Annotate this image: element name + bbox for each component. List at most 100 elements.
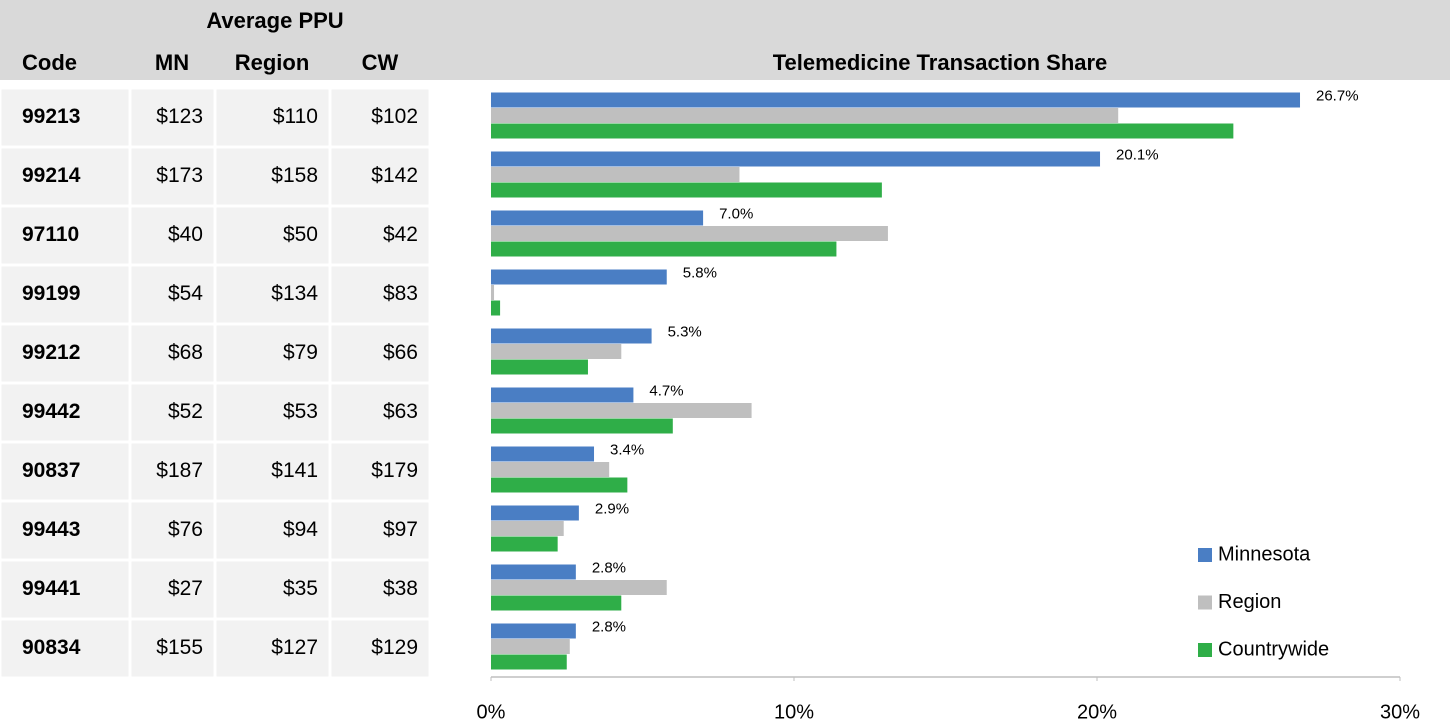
table-cell bbox=[331, 384, 429, 441]
bar bbox=[491, 108, 1119, 123]
bar bbox=[491, 359, 588, 375]
table-cell bbox=[131, 443, 214, 500]
ppu-cell: $66 bbox=[383, 341, 418, 364]
bar bbox=[491, 285, 495, 300]
data-label: 4.7% bbox=[649, 382, 683, 399]
bar bbox=[491, 92, 1301, 108]
data-label: 5.3% bbox=[668, 323, 702, 340]
code-cell: 90834 bbox=[22, 636, 81, 659]
ppu-cell: $97 bbox=[383, 518, 418, 541]
table-cell bbox=[331, 620, 429, 677]
table-cell bbox=[131, 325, 214, 382]
bar bbox=[491, 580, 667, 595]
legend-label: Minnesota bbox=[1218, 543, 1311, 565]
table-cell bbox=[331, 148, 429, 205]
table-cell bbox=[216, 89, 329, 146]
table-cell bbox=[216, 325, 329, 382]
data-label: 7.0% bbox=[719, 205, 753, 222]
bar bbox=[491, 300, 501, 316]
table-cell bbox=[131, 561, 214, 618]
ppu-cell: $129 bbox=[371, 636, 418, 659]
ppu-cell: $68 bbox=[168, 341, 203, 364]
ppu-cell: $158 bbox=[271, 164, 318, 187]
table-cell bbox=[131, 620, 214, 677]
ppu-cell: $76 bbox=[168, 518, 203, 541]
data-label: 2.8% bbox=[592, 618, 626, 635]
data-label: 20.1% bbox=[1116, 146, 1159, 163]
bar bbox=[491, 521, 564, 536]
legend-swatch bbox=[1198, 548, 1212, 562]
ppu-cell: $50 bbox=[283, 223, 318, 246]
legend-label: Countrywide bbox=[1218, 638, 1329, 660]
bar bbox=[491, 462, 610, 477]
bar bbox=[491, 595, 622, 611]
bar bbox=[491, 403, 752, 418]
table-cell bbox=[131, 89, 214, 146]
ppu-cell: $134 bbox=[271, 282, 318, 305]
table-cell bbox=[131, 148, 214, 205]
ppu-cell: $127 bbox=[271, 636, 318, 659]
code-cell: 99199 bbox=[22, 282, 80, 305]
table-cell bbox=[1, 561, 129, 618]
code-cell: 99442 bbox=[22, 400, 80, 423]
bar bbox=[491, 328, 652, 344]
bar bbox=[491, 623, 576, 639]
ppu-cell: $179 bbox=[371, 459, 418, 482]
bar bbox=[491, 477, 628, 493]
table-cell bbox=[216, 502, 329, 559]
code-cell: 99212 bbox=[22, 341, 80, 364]
legend-swatch bbox=[1198, 643, 1212, 657]
ppu-cell: $173 bbox=[156, 164, 203, 187]
ppu-cell: $53 bbox=[283, 400, 318, 423]
table-cell bbox=[1, 502, 129, 559]
x-tick-label: 10% bbox=[774, 701, 814, 723]
bar bbox=[491, 151, 1101, 167]
x-tick-label: 20% bbox=[1077, 701, 1117, 723]
table-cell bbox=[1, 89, 129, 146]
code-cell: 99214 bbox=[22, 164, 81, 187]
ppu-cell: $141 bbox=[271, 459, 318, 482]
table-cell bbox=[131, 502, 214, 559]
column-header: MN bbox=[155, 50, 189, 75]
table-cell bbox=[1, 620, 129, 677]
ppu-cell: $38 bbox=[383, 577, 418, 600]
ppu-cell: $54 bbox=[168, 282, 203, 305]
x-tick-label: 30% bbox=[1380, 701, 1420, 723]
table-cell bbox=[216, 266, 329, 323]
ppu-cell: $63 bbox=[383, 400, 418, 423]
bar bbox=[491, 564, 576, 580]
ppu-cell: $42 bbox=[383, 223, 418, 246]
table-cell bbox=[216, 148, 329, 205]
code-cell: 97110 bbox=[22, 223, 79, 246]
bar bbox=[491, 167, 740, 182]
bar bbox=[491, 123, 1234, 139]
ppu-cell: $142 bbox=[371, 164, 418, 187]
data-label: 26.7% bbox=[1316, 87, 1359, 104]
bar bbox=[491, 505, 579, 521]
code-cell: 99443 bbox=[22, 518, 80, 541]
bar bbox=[491, 536, 558, 552]
data-label: 3.4% bbox=[610, 441, 644, 458]
ppu-cell: $27 bbox=[168, 577, 203, 600]
ppu-cell: $187 bbox=[156, 459, 203, 482]
table-cell bbox=[1, 325, 129, 382]
chart-title: Telemedicine Transaction Share bbox=[773, 50, 1108, 75]
x-tick-label: 0% bbox=[477, 701, 506, 723]
data-label: 2.8% bbox=[592, 559, 626, 576]
legend-label: Region bbox=[1218, 591, 1281, 613]
group-header: Average PPU bbox=[206, 8, 343, 33]
bar bbox=[491, 387, 634, 403]
ppu-cell: $94 bbox=[283, 518, 318, 541]
bar bbox=[491, 639, 570, 654]
table-cell bbox=[216, 384, 329, 441]
bar bbox=[491, 226, 888, 241]
ppu-cell: $79 bbox=[283, 341, 318, 364]
table-cell bbox=[1, 207, 129, 264]
table-cell bbox=[331, 443, 429, 500]
ppu-cell: $155 bbox=[156, 636, 203, 659]
header-band bbox=[0, 0, 1450, 80]
table-cell bbox=[331, 207, 429, 264]
ppu-cell: $123 bbox=[156, 105, 203, 128]
bar bbox=[491, 182, 882, 198]
table-cell bbox=[1, 443, 129, 500]
